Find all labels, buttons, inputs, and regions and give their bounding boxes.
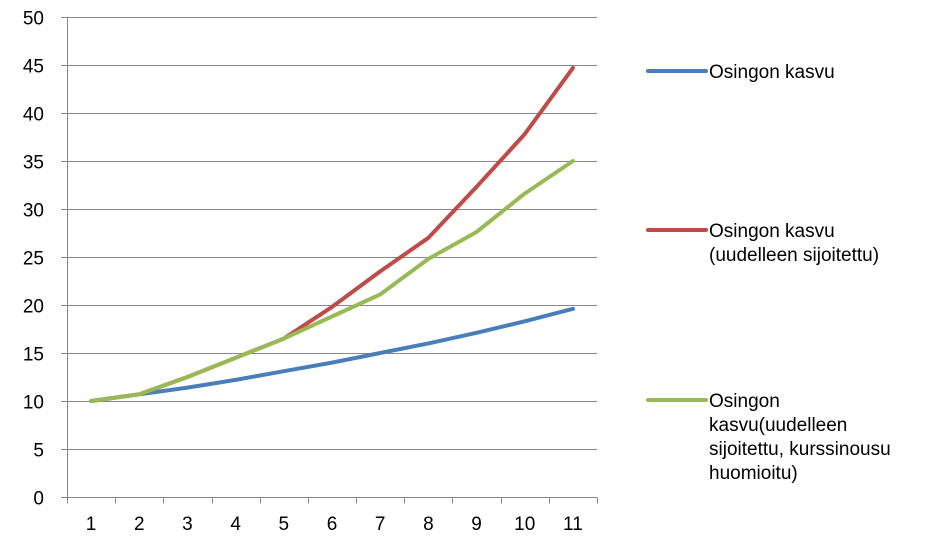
- x-tick-label: 5: [279, 514, 290, 535]
- x-tick-label: 11: [563, 514, 583, 535]
- y-tick-label: 15: [23, 345, 44, 366]
- x-tick-label: 8: [423, 514, 434, 535]
- y-tick-label: 35: [23, 153, 44, 174]
- y-tick-label: 30: [23, 201, 44, 222]
- y-tick-label: 50: [23, 9, 44, 30]
- x-tick-label: 2: [134, 514, 145, 535]
- y-tick-label: 10: [23, 393, 44, 414]
- x-tick-label: 4: [230, 514, 241, 535]
- y-tick-label: 45: [23, 57, 44, 78]
- series-line-3: [89, 159, 575, 403]
- y-tick-label: 20: [23, 297, 44, 318]
- y-tick-label: 0: [33, 489, 44, 510]
- legend-label-3: Osingon: [709, 391, 780, 412]
- y-tick-label: 5: [33, 441, 44, 462]
- x-tick-label: 7: [375, 514, 386, 535]
- y-tick-label: 40: [23, 105, 44, 126]
- x-tick-label: 1: [86, 514, 97, 535]
- series-line-1: [89, 306, 575, 403]
- legend-label-1: Osingon kasvu: [709, 62, 835, 83]
- x-tick-label: 6: [327, 514, 338, 535]
- legend-label-3: huomioitu): [709, 463, 798, 484]
- x-tick-label: 10: [514, 514, 535, 535]
- x-tick-label: 9: [471, 514, 482, 535]
- legend-label-3: sijoitettu, kurssinousu: [709, 439, 891, 460]
- legend-label-2: Osingon kasvu: [709, 221, 835, 242]
- legend-label-2: (uudelleen sijoitettu): [709, 245, 879, 266]
- y-tick-label: 25: [23, 249, 44, 270]
- data-series: [89, 65, 575, 403]
- legend-label-3: kasvu(uudelleen: [709, 415, 847, 436]
- series-line-2: [89, 65, 575, 403]
- gridlines: [67, 17, 597, 450]
- x-tick-label: 3: [182, 514, 193, 535]
